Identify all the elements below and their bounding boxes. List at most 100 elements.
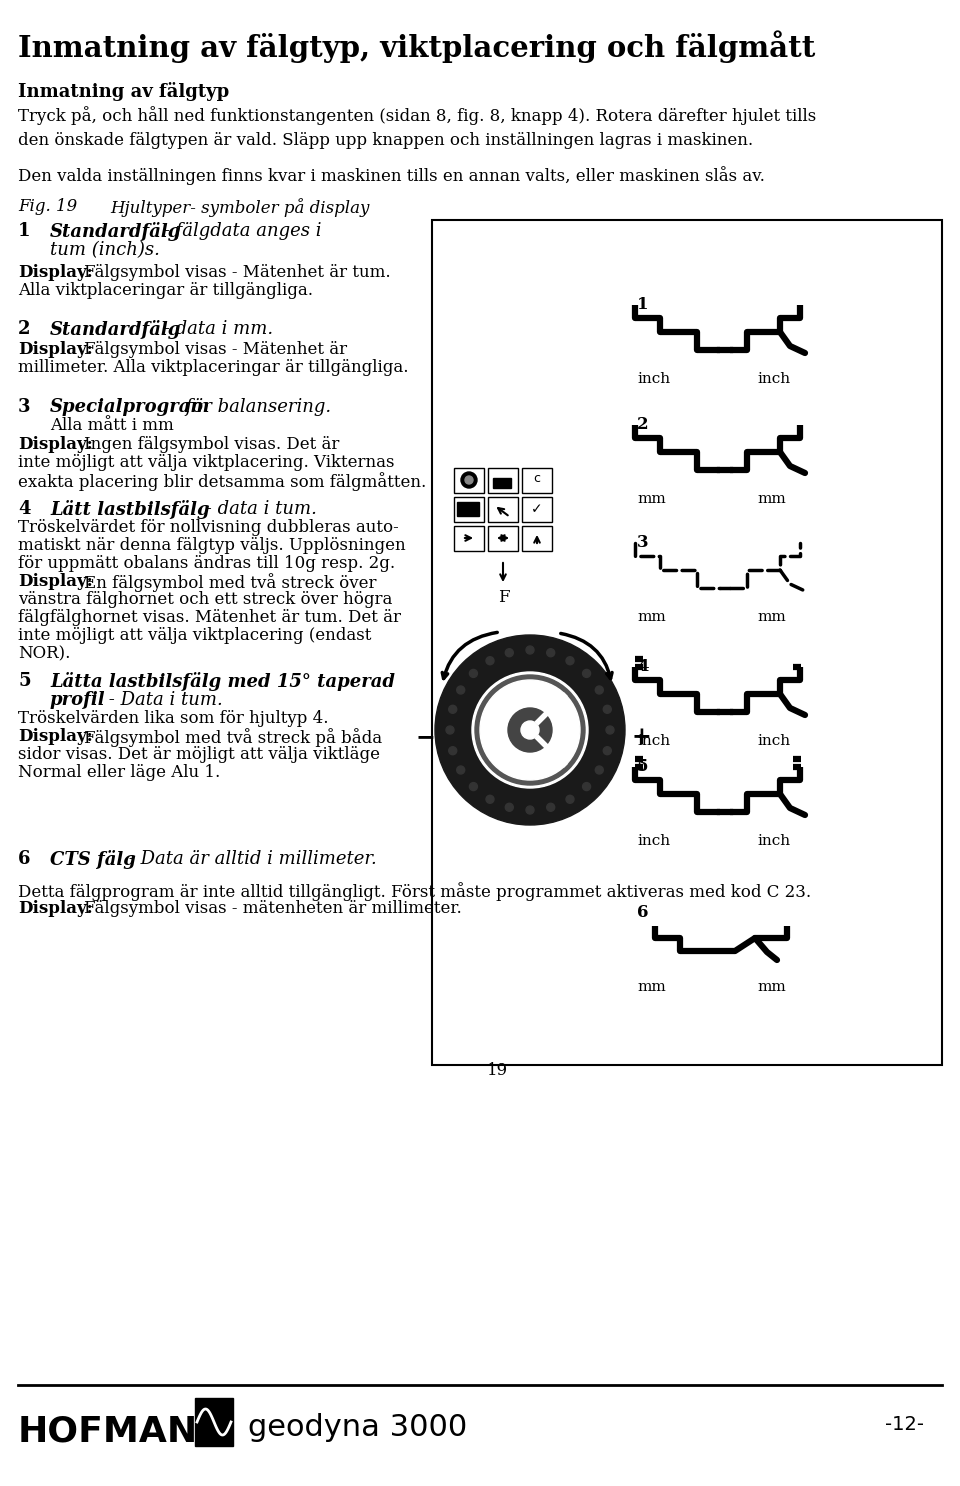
Circle shape (603, 746, 612, 755)
Bar (488, 496, 518, 522)
Text: Tröskelvärdet för nollvisning dubbleras auto-: Tröskelvärdet för nollvisning dubbleras … (18, 519, 398, 536)
Circle shape (508, 707, 552, 752)
Text: Tröskelvärden lika som för hjultyp 4.: Tröskelvärden lika som för hjultyp 4. (18, 710, 328, 727)
Text: vänstra fälghornet och ett streck över högra: vänstra fälghornet och ett streck över h… (18, 591, 393, 608)
Text: NOR).: NOR). (18, 645, 70, 661)
Text: Specialprogram: Specialprogram (50, 398, 210, 416)
Text: 5: 5 (18, 672, 31, 690)
Text: 5: 5 (637, 758, 649, 776)
Circle shape (465, 476, 473, 484)
Circle shape (583, 783, 590, 791)
Text: Detta fälgprogram är inte alltid tillgängligt. Först måste programmet aktiveras : Detta fälgprogram är inte alltid tillgän… (18, 883, 811, 901)
Circle shape (457, 765, 465, 774)
Text: Display:: Display: (18, 340, 93, 358)
Text: Fälgsymbol visas - Mätenhet är tum.: Fälgsymbol visas - Mätenhet är tum. (84, 265, 391, 281)
Text: - data i tum.: - data i tum. (200, 499, 317, 519)
Circle shape (469, 669, 477, 678)
Circle shape (446, 727, 454, 734)
Text: inch: inch (757, 734, 790, 747)
Text: HOFMANN: HOFMANN (18, 1415, 228, 1449)
Bar (195, 1398, 233, 1446)
Text: 3: 3 (637, 533, 649, 551)
Text: Fälgsymbol visas - mätenheten är millimeter.: Fälgsymbol visas - mätenheten är millime… (84, 901, 462, 917)
Circle shape (461, 473, 477, 487)
Text: mm: mm (757, 609, 785, 624)
Text: Den valda inställningen finns kvar i maskinen tills en annan valts, eller maskin: Den valda inställningen finns kvar i mas… (18, 166, 765, 184)
Text: inch: inch (637, 372, 670, 386)
Text: sidor visas. Det är möjligt att välja viktläge: sidor visas. Det är möjligt att välja vi… (18, 746, 380, 762)
Text: Display:: Display: (18, 901, 93, 917)
Text: millimeter. Alla viktplaceringar är tillgängliga.: millimeter. Alla viktplaceringar är till… (18, 360, 409, 376)
Text: för uppmätt obalans ändras till 10g resp. 2g.: för uppmätt obalans ändras till 10g resp… (18, 554, 396, 572)
Circle shape (505, 649, 514, 657)
Circle shape (480, 681, 580, 780)
Circle shape (603, 706, 612, 713)
Text: Display:: Display: (18, 265, 93, 281)
Bar (454, 496, 484, 522)
Bar (522, 496, 552, 522)
Text: Display:: Display: (18, 574, 93, 590)
Circle shape (546, 649, 555, 657)
Text: 2: 2 (637, 416, 649, 432)
Text: profil: profil (50, 691, 106, 709)
Text: 2: 2 (18, 319, 31, 337)
Text: CTS fälg: CTS fälg (50, 850, 136, 869)
Circle shape (435, 635, 625, 825)
Text: Display:: Display: (18, 728, 93, 744)
Text: mm: mm (757, 979, 785, 994)
Text: Alla viktplaceringar är tillgängliga.: Alla viktplaceringar är tillgängliga. (18, 282, 313, 299)
Text: Fig. 19: Fig. 19 (18, 198, 77, 215)
Text: −: − (415, 725, 435, 749)
Bar (522, 526, 552, 551)
Text: 3: 3 (18, 398, 31, 416)
Text: Normal eller läge Alu 1.: Normal eller läge Alu 1. (18, 764, 220, 782)
Text: - Data i tum.: - Data i tum. (103, 691, 223, 709)
Text: geodyna 3000: geodyna 3000 (248, 1413, 468, 1441)
Text: Standardfälg: Standardfälg (50, 319, 181, 339)
Circle shape (526, 646, 534, 654)
Circle shape (505, 804, 514, 811)
Text: mm: mm (637, 979, 665, 994)
Bar (457, 502, 479, 516)
Text: Lätt lastbilsfälg: Lätt lastbilsfälg (50, 499, 209, 519)
Text: -12-: -12- (885, 1415, 924, 1434)
Text: inch: inch (637, 834, 670, 849)
Circle shape (469, 783, 477, 791)
Text: mm: mm (757, 492, 785, 507)
Text: 6: 6 (637, 903, 649, 921)
Text: Display:: Display: (18, 435, 93, 453)
Bar (488, 468, 518, 493)
Text: exakta placering blir detsamma som fälgmåtten.: exakta placering blir detsamma som fälgm… (18, 473, 426, 490)
Circle shape (475, 675, 585, 785)
Text: för balansering.: för balansering. (180, 398, 331, 416)
Text: En fälgsymbol med två streck över: En fälgsymbol med två streck över (84, 574, 376, 591)
Text: 6: 6 (18, 850, 31, 868)
Text: - fälgdata anges i: - fälgdata anges i (158, 221, 322, 241)
Circle shape (566, 795, 574, 804)
Bar (432, 220, 942, 1065)
Text: Alla mått i mm: Alla mått i mm (50, 418, 174, 434)
Text: F: F (498, 588, 510, 606)
Bar (488, 526, 518, 551)
Circle shape (521, 721, 539, 739)
Text: Tryck på, och håll ned funktionstangenten (sidan 8, fig. 8, knapp 4). Rotera där: Tryck på, och håll ned funktionstangente… (18, 106, 816, 149)
Text: mm: mm (637, 492, 665, 507)
Text: inch: inch (637, 734, 670, 747)
Text: 4: 4 (637, 658, 649, 675)
Circle shape (448, 746, 457, 755)
Bar (493, 478, 511, 487)
Circle shape (606, 727, 614, 734)
Text: c: c (534, 471, 540, 484)
Text: Inmatning av fälgtyp: Inmatning av fälgtyp (18, 82, 229, 101)
Bar (454, 526, 484, 551)
Text: Lätta lastbilsfälg med 15° taperad: Lätta lastbilsfälg med 15° taperad (50, 672, 395, 691)
Text: mm: mm (637, 609, 665, 624)
Text: inte möjligt att välja viktplacering (endast: inte möjligt att välja viktplacering (en… (18, 627, 372, 643)
Circle shape (486, 657, 494, 664)
Text: - Data är alltid i millimeter.: - Data är alltid i millimeter. (123, 850, 376, 868)
Text: 1: 1 (637, 296, 649, 314)
Text: matiskt när denna fälgtyp väljs. Upplösningen: matiskt när denna fälgtyp väljs. Upplösn… (18, 536, 406, 554)
Circle shape (457, 687, 465, 694)
Text: inte möjligt att välja viktplacering. Vikternas: inte möjligt att välja viktplacering. Vi… (18, 455, 395, 471)
Circle shape (546, 804, 555, 811)
